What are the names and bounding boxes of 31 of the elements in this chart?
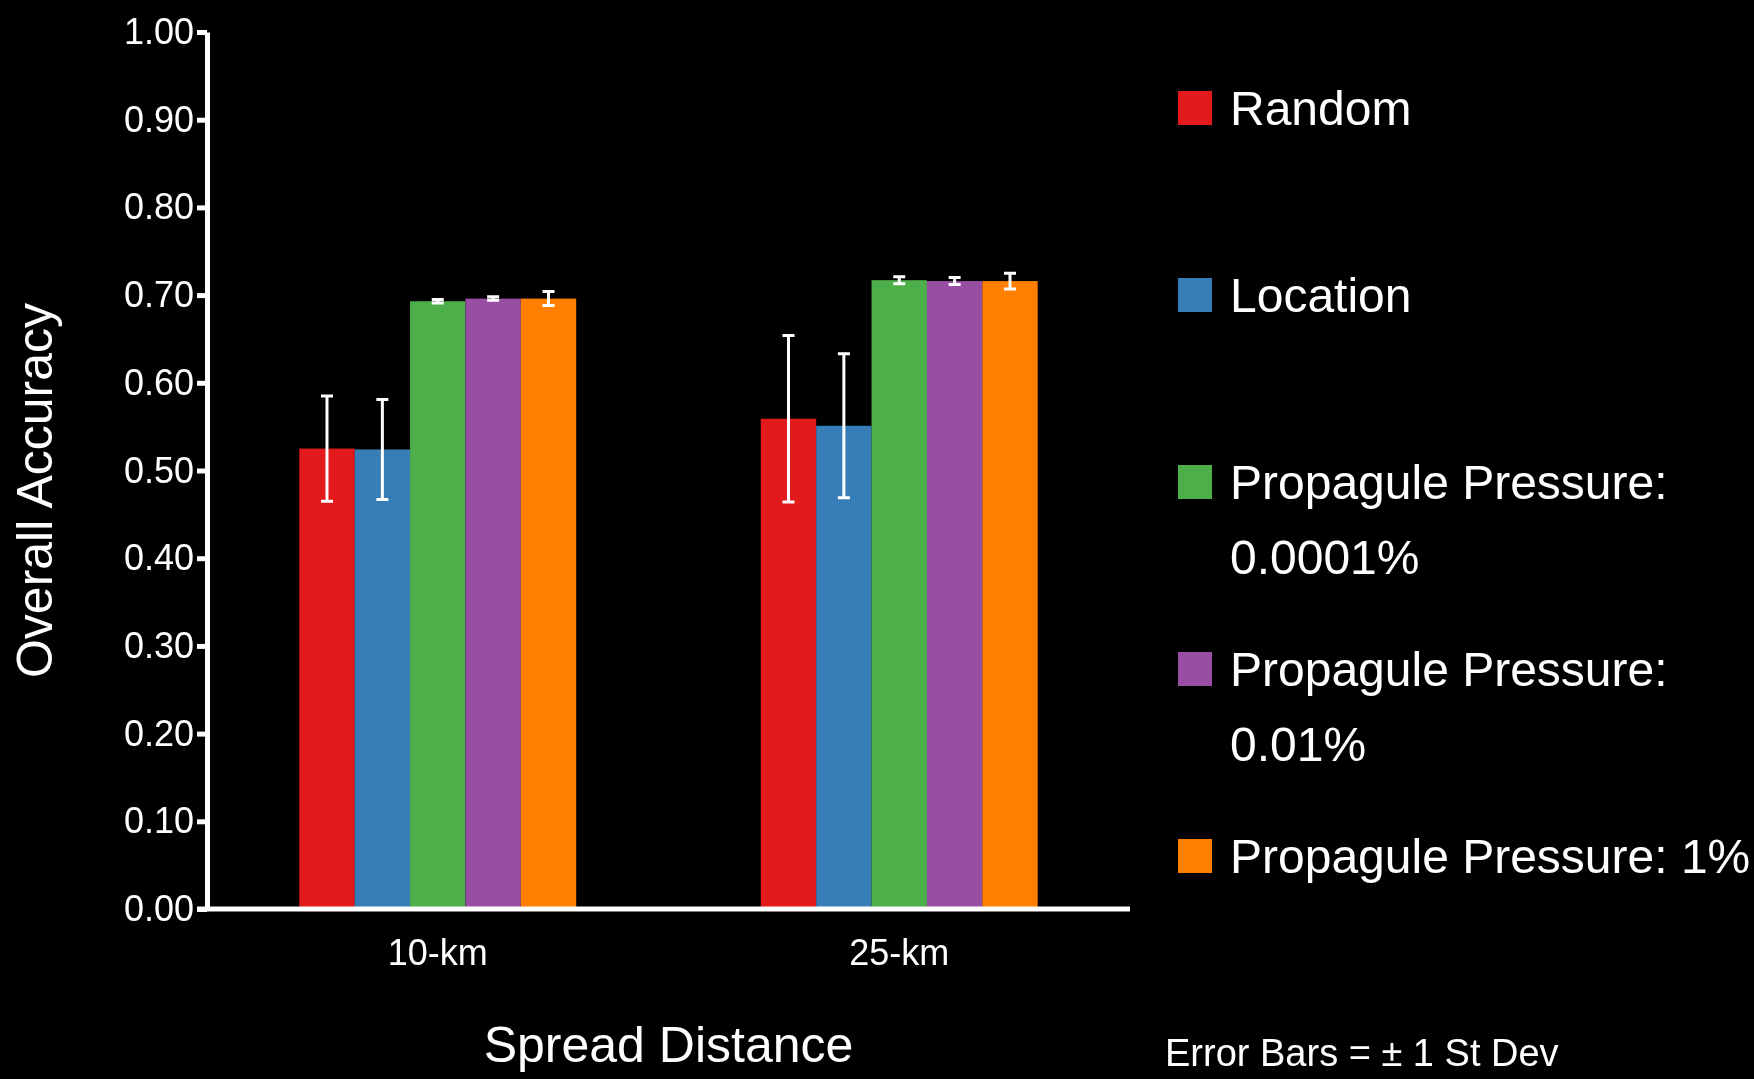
bar [760,418,817,909]
legend-label: Location [1230,269,1412,322]
y-axis-title: Overall Accuracy [7,302,63,679]
y-tick-label: 0.20 [123,712,194,754]
bar [926,281,983,909]
y-tick-label: 0.40 [123,537,194,579]
legend-label: Propagule Pressure: 0.0001% [1230,456,1668,584]
text: Error Bars = ± 1 St Dev [1165,1032,1559,1074]
bar [982,281,1038,909]
y-tick-label: 0.10 [123,800,194,842]
y-tick-label: 0.80 [123,186,194,228]
legend-label: Propagule Pressure: 1% [1230,830,1751,883]
legend-label: Propagule Pressure: 0.01% [1230,643,1668,771]
bar [871,280,927,909]
y-tick-label: 0.90 [123,98,194,140]
x-tick-label: 25-km [849,931,950,973]
bar [354,449,411,909]
x-axis-title: Spread Distance [483,1017,854,1073]
bar [520,298,577,909]
bar [410,301,466,909]
bar [816,425,872,909]
y-tick-label: 0.30 [123,624,194,666]
y-tick-label: 0.70 [123,274,194,316]
y-tick-label: 0.00 [123,888,194,930]
bar [465,298,521,909]
legend-label: Random [1230,82,1412,135]
y-tick-label: 0.50 [123,449,194,491]
bar [299,448,355,909]
y-tick-label: 0.60 [123,361,194,403]
x-tick-label: 10-km [387,931,488,973]
y-tick-label: 1.00 [123,11,194,53]
